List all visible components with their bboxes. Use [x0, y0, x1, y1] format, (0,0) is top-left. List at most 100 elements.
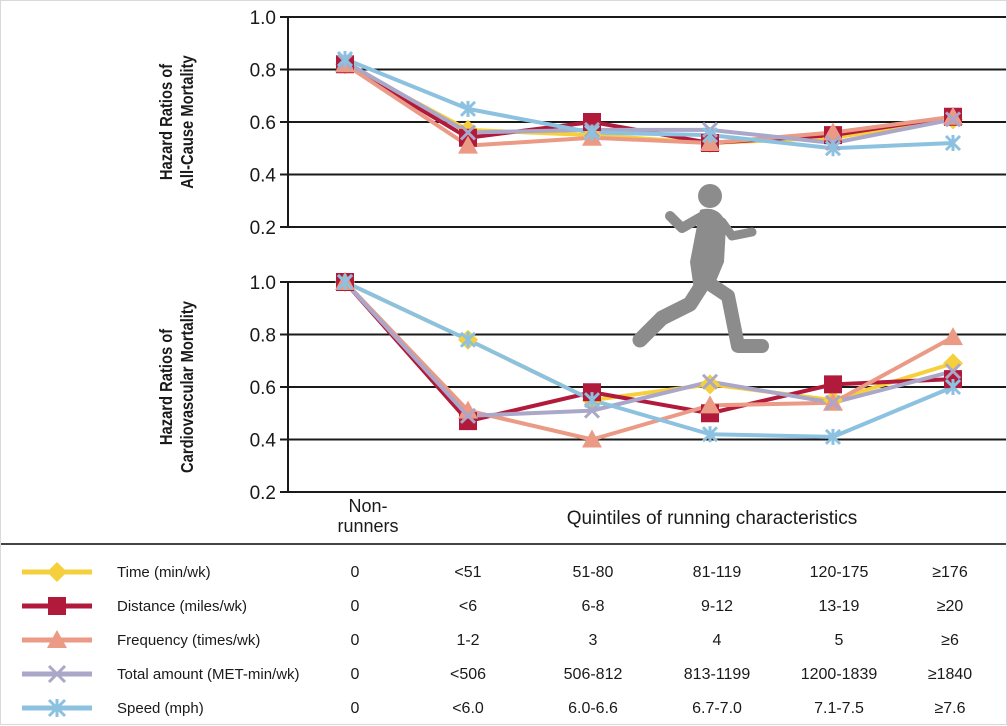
data-point	[824, 394, 842, 411]
data-point	[944, 378, 962, 396]
data-point	[458, 135, 478, 154]
y-tick-label: 0.2	[250, 483, 276, 504]
legend-cell: 0	[350, 700, 360, 717]
data-point	[944, 363, 962, 380]
data-point	[824, 140, 842, 157]
legend-cell: 5	[834, 632, 844, 649]
data-point	[943, 353, 963, 374]
legend-cell: 0	[350, 598, 360, 615]
series-line	[344, 59, 954, 145]
legend-cell: 6.7-7.0	[692, 700, 742, 717]
data-point	[701, 127, 719, 144]
data-point	[701, 426, 719, 443]
data-point	[583, 392, 601, 409]
legend-swatch-star-icon	[22, 698, 92, 718]
x-axis-label: Quintiles of running characteristics	[567, 508, 857, 529]
separator-line	[0, 543, 1007, 545]
data-point	[336, 273, 354, 291]
data-point	[700, 395, 720, 414]
legend-cell: <51	[454, 564, 482, 581]
legend-row: Speed (mph) 0 <6.0 6.0-6.6 6.7-7.0 7.1-7.5 ≥7.…	[0, 692, 1007, 726]
x-label-nonrunners: Non-runners	[337, 496, 398, 536]
legend-swatch-x-icon	[22, 664, 92, 684]
data-point	[459, 124, 477, 141]
legend-cell: <6	[458, 598, 478, 615]
legend-cell: ≥20	[936, 598, 964, 615]
legend-cell: 9-12	[700, 598, 734, 615]
legend-cell: 6-8	[581, 598, 605, 615]
data-point	[583, 124, 601, 141]
legend-cell: 813-1199	[683, 666, 751, 683]
legend-swatch-triangle-icon	[22, 630, 92, 648]
legend-cell: 81-119	[692, 564, 742, 581]
series-line	[344, 280, 954, 439]
legend-row-label: Total amount (MET-min/wk)	[117, 666, 300, 683]
y-tick-label: 0.8	[250, 61, 276, 82]
data-point	[944, 111, 962, 128]
legend-row: Frequency (times/wk) 0 1-2 3 4 5 ≥6	[0, 624, 1007, 658]
chart-panel-1: 0.2 0.4 0.6 0.8 1.0 Hazard Ratios ofAll-Cause…	[157, 8, 1007, 239]
data-point	[700, 374, 720, 395]
legend-cell: <6.0	[452, 700, 484, 717]
legend-cell: 1200-1839	[800, 666, 878, 683]
legend-row-label: Frequency (times/wk)	[117, 632, 261, 649]
y-tick-label: 0.4	[250, 431, 277, 452]
chart-panel-2: 0.2 0.4 0.6 0.8 1.0 Hazard Ratios ofCardiovas…	[157, 272, 1007, 536]
chart-svg: 0.2 0.4 0.6 0.8 1.0 Hazard Ratios ofAll-Cause…	[157, 8, 1007, 536]
data-point	[459, 100, 477, 117]
legend-row: Time (min/wk) 0 <51 51-80 81-119 120-175 ≥176	[0, 556, 1007, 590]
legend-cell: 0	[350, 666, 360, 683]
legend-cell: ≥7.6	[934, 700, 966, 717]
runner-icon	[632, 184, 769, 353]
legend-cell: <506	[449, 666, 487, 683]
data-point	[458, 400, 478, 419]
series-line	[343, 280, 954, 442]
y-tick-label: 0.4	[250, 166, 277, 187]
legend-cell: ≥6	[941, 632, 959, 649]
legend-table: Time (min/wk) 0 <51 51-80 81-119 120-175 ≥176 D…	[0, 545, 1007, 725]
series-line	[343, 62, 954, 148]
legend-row: Distance (miles/wk) 0 <6 6-8 9-12 13-19 ≥20	[0, 590, 1007, 624]
legend-cell: 7.1-7.5	[814, 700, 864, 717]
legend-cell: 4	[712, 632, 722, 649]
data-point	[701, 373, 719, 390]
data-point	[459, 331, 477, 348]
y-tick-label: 0.8	[250, 326, 276, 347]
legend-row-label: Speed (mph)	[117, 700, 204, 717]
legend-cell: 13-19	[818, 598, 860, 615]
y-axis-label: Hazard Ratios ofCardiovascular Mortality	[157, 300, 198, 473]
data-point	[336, 50, 354, 68]
legend-cell: 506-812	[563, 666, 623, 683]
data-point	[824, 375, 842, 394]
data-point	[943, 327, 963, 346]
data-point	[459, 407, 477, 424]
legend-cell: ≥1840	[927, 666, 973, 683]
legend-swatch-diamond-icon	[22, 562, 92, 582]
data-point	[943, 106, 963, 125]
y-axis-label: Hazard Ratios ofAll-Cause Mortality	[157, 54, 198, 188]
legend-swatch-square-icon	[22, 597, 92, 615]
series-line	[343, 280, 954, 418]
legend-cell: 51-80	[572, 564, 614, 581]
y-tick-label: 0.6	[250, 378, 276, 399]
legend-cell: 1-2	[456, 632, 480, 649]
legend-cell: 0	[350, 632, 360, 649]
legend-cell: 0	[350, 564, 360, 581]
legend-row-label: Time (min/wk)	[117, 564, 211, 581]
legend-cell: 120-175	[809, 564, 869, 581]
y-tick-label: 1.0	[250, 8, 276, 29]
data-point	[824, 428, 842, 445]
y-tick-label: 0.2	[250, 218, 276, 239]
legend-row: Total amount (MET-min/wk) 0 <506 506-812 813…	[0, 658, 1007, 692]
series-line	[344, 57, 954, 151]
legend-cell: 6.0-6.6	[568, 700, 618, 717]
data-point	[944, 134, 962, 152]
y-tick-label: 1.0	[250, 273, 276, 294]
legend-row-label: Distance (miles/wk)	[117, 598, 248, 615]
legend-cell: 3	[588, 632, 598, 649]
legend-cell: ≥176	[932, 564, 968, 581]
series-line	[343, 280, 954, 424]
y-tick-label: 0.6	[250, 113, 276, 134]
data-point	[582, 429, 602, 448]
